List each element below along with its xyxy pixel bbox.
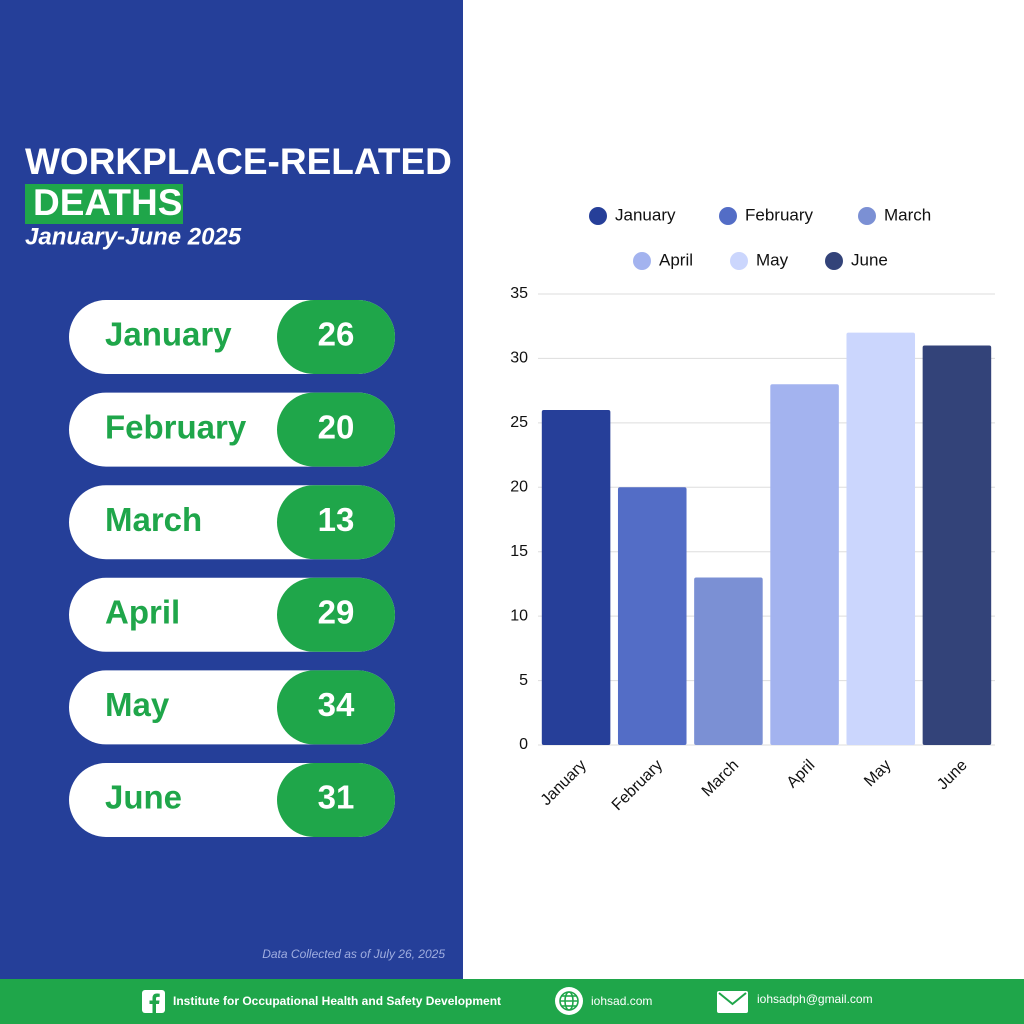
- legend-swatch: [858, 207, 876, 225]
- legend-label: May: [756, 250, 789, 269]
- title-highlight: DEATHS: [33, 182, 182, 223]
- footer-email: iohsadph@gmail.com: [757, 992, 873, 1006]
- legend-swatch: [589, 207, 607, 225]
- legend-label: June: [851, 250, 888, 269]
- title: WORKPLACE-RELATED: [25, 141, 452, 182]
- bar: [922, 345, 992, 745]
- legend-swatch: [719, 207, 737, 225]
- pill-count-box: [277, 485, 395, 560]
- subtitle: January-June 2025: [25, 223, 242, 250]
- highlight-box: [25, 184, 183, 224]
- globe-glyph: [559, 991, 579, 1011]
- footer-bar: [0, 979, 1024, 1024]
- y-tick-label: 25: [510, 414, 528, 431]
- pill-month: April: [105, 594, 180, 631]
- pill-month: May: [105, 686, 170, 723]
- footer-organization: Institute for Occupational Health and Sa…: [173, 994, 501, 1008]
- pill-month: June: [105, 779, 182, 816]
- bar: [770, 384, 839, 745]
- bar: [694, 577, 763, 745]
- pill-count-box: [277, 763, 395, 837]
- pill-count-box: [277, 392, 395, 467]
- pill-count: 31: [318, 779, 355, 816]
- pill-count: 26: [318, 316, 355, 353]
- pill-count: 34: [318, 686, 355, 723]
- legend-label: April: [659, 250, 693, 269]
- bar: [541, 409, 611, 745]
- pill-month: January: [105, 316, 232, 353]
- y-tick-label: 20: [510, 479, 528, 496]
- bar: [617, 487, 687, 745]
- pill-count-box: [277, 670, 395, 745]
- bar: [846, 332, 916, 745]
- y-tick-label: 35: [510, 285, 528, 302]
- legend-swatch: [825, 252, 843, 270]
- legend-swatch: [730, 252, 748, 270]
- y-tick-label: 0: [519, 736, 528, 753]
- y-tick-label: 30: [510, 350, 528, 367]
- pill-month: March: [105, 501, 202, 538]
- legend-label: January: [615, 205, 676, 224]
- legend-swatch: [633, 252, 651, 270]
- facebook-glyph: [149, 993, 160, 1013]
- pill-count: 20: [318, 408, 355, 445]
- pill-count: 29: [318, 594, 355, 631]
- y-tick-label: 5: [519, 672, 528, 689]
- y-tick-label: 15: [510, 543, 528, 560]
- legend-label: February: [745, 205, 814, 224]
- y-tick-label: 10: [510, 607, 528, 624]
- mail-glyph: [718, 992, 747, 1006]
- pill-count-box: [277, 300, 395, 374]
- note: Data Collected as of July 26, 2025: [262, 947, 445, 961]
- footer-website: iohsad.com: [591, 994, 652, 1008]
- pill-count: 13: [318, 501, 355, 538]
- pill-month: February: [105, 408, 247, 445]
- legend-label: March: [884, 205, 931, 224]
- pill-count-box: [277, 577, 395, 652]
